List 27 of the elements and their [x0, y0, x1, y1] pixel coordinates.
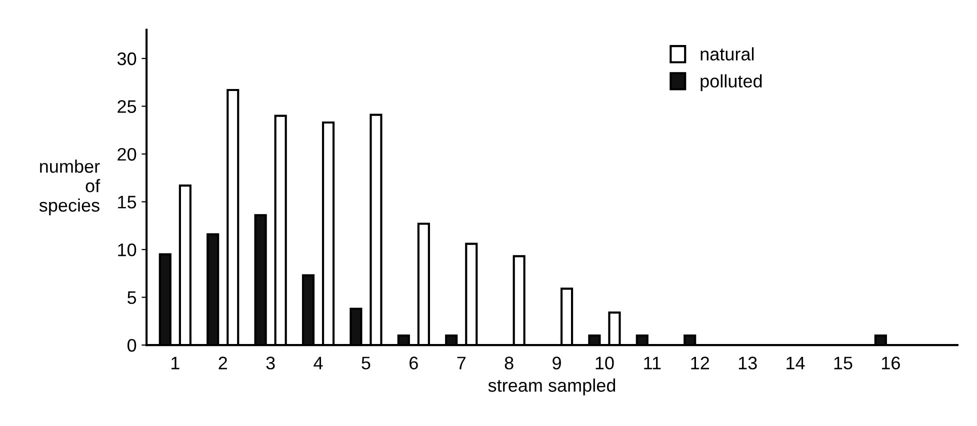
- x-tick-label: 6: [410, 356, 418, 370]
- y-tick-label: 5: [128, 291, 136, 304]
- y-tick-label: 20: [118, 148, 136, 161]
- x-tick-label: 7: [457, 356, 466, 370]
- x-axis-title: stream sampled: [488, 378, 616, 396]
- x-tick-label: 10: [596, 356, 614, 370]
- x-tick-label: 4: [314, 356, 323, 370]
- x-tick-label: 11: [644, 356, 661, 370]
- y-tick-label: 0: [127, 338, 136, 352]
- x-tick-label: 1: [172, 356, 180, 370]
- y-tick-label: 30: [117, 52, 136, 66]
- x-tick-label: 12: [691, 356, 710, 370]
- x-tick-label: 16: [882, 356, 900, 370]
- y-tick-label: 10: [118, 243, 136, 256]
- y-tick-label: 25: [118, 100, 136, 113]
- x-tick-label: 13: [738, 356, 757, 370]
- legend-label: polluted: [700, 74, 762, 92]
- x-tick-label: 5: [362, 356, 370, 370]
- y-tick-label: 15: [118, 196, 136, 208]
- x-tick-label: 9: [552, 356, 561, 370]
- x-tick-label: 8: [504, 356, 514, 370]
- x-tick-label: 15: [834, 356, 852, 370]
- x-tick-label: 14: [786, 356, 805, 370]
- y-axis-title: number of species: [39, 160, 100, 216]
- legend-label: natural: [700, 47, 754, 61]
- x-tick-label: 2: [218, 356, 227, 370]
- x-tick-label: 3: [266, 356, 275, 370]
